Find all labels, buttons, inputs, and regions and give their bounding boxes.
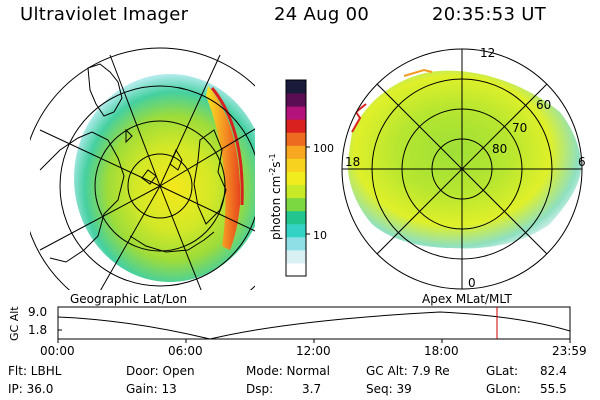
mode-info: Mode: Normal bbox=[246, 364, 330, 378]
colorbar-label: photon cm-2s-1 bbox=[268, 153, 283, 240]
colorbar-segment bbox=[286, 249, 306, 264]
gain-info: Gain: 13 bbox=[126, 382, 177, 396]
mlat-label-60: 60 bbox=[536, 98, 552, 112]
colorbar-segment bbox=[286, 184, 306, 199]
magnetic-caption: Apex MLat/MLT bbox=[422, 292, 512, 306]
coastline-greenland bbox=[87, 63, 123, 117]
dsp-label: Dsp: bbox=[246, 382, 274, 396]
colorbar-segment bbox=[286, 93, 306, 107]
door-info: Door: Open bbox=[126, 364, 195, 378]
colorbar-segment bbox=[286, 158, 306, 172]
dsp-value: 3.7 bbox=[302, 382, 322, 396]
altitude-plot bbox=[57, 306, 571, 343]
colorbar bbox=[285, 79, 310, 277]
colorbar-tick-100: 100 bbox=[313, 142, 334, 155]
filter-info: Flt: LBHL bbox=[8, 364, 62, 378]
coastline-islands bbox=[125, 128, 183, 185]
altitude-curve bbox=[57, 311, 571, 340]
magnetic-polar-plot bbox=[341, 48, 583, 290]
colorbar-frame bbox=[285, 79, 307, 277]
altitude-ytick-high: 9.0 bbox=[28, 305, 48, 319]
gc-alt-info: GC Alt: 7.9 Re bbox=[366, 364, 450, 378]
ip-info: IP: 36.0 bbox=[8, 382, 54, 396]
colorbar-segment bbox=[286, 210, 306, 225]
glon-value: 55.5 bbox=[540, 382, 567, 396]
colorbar-segment bbox=[286, 106, 306, 120]
xtick-1800: 18:00 bbox=[424, 344, 459, 358]
xtick-2359: 23:59 bbox=[552, 344, 587, 358]
observation-time: 20:35:53 UT bbox=[432, 4, 547, 25]
auroral-emission-right bbox=[347, 70, 582, 249]
mlat-label-70: 70 bbox=[512, 121, 528, 135]
glat-label: GLat: bbox=[486, 364, 519, 378]
mlat-label-80: 80 bbox=[492, 142, 508, 156]
colorbar-segment bbox=[286, 223, 306, 238]
colorbar-segment bbox=[286, 119, 306, 133]
altitude-ylabel: GC Alt bbox=[8, 306, 21, 341]
auroral-emission-left bbox=[74, 74, 255, 282]
dayside-limb-edge bbox=[210, 87, 244, 206]
mlt-label-12: 12 bbox=[480, 46, 496, 60]
colorbar-segment bbox=[286, 80, 306, 94]
geographic-map bbox=[30, 47, 255, 290]
glat-value: 82.4 bbox=[540, 364, 567, 378]
colorbar-segment bbox=[286, 197, 306, 212]
colorbar-segment bbox=[286, 236, 306, 251]
altitude-ytick-low: 1.8 bbox=[28, 323, 48, 337]
colorbar-segment bbox=[286, 262, 306, 277]
mlt-label-0: 0 bbox=[468, 276, 476, 290]
glon-label: GLon: bbox=[486, 382, 521, 396]
seq-info: Seq: 39 bbox=[366, 382, 412, 396]
geographic-caption: Geographic Lat/Lon bbox=[70, 292, 188, 306]
observation-date: 24 Aug 00 bbox=[274, 4, 370, 25]
mlt-label-6: 6 bbox=[578, 155, 586, 169]
dayside-limb-glow bbox=[206, 86, 241, 250]
coastline-canada bbox=[39, 131, 125, 263]
colorbar-segment bbox=[286, 171, 306, 186]
colorbar-tick-10: 10 bbox=[313, 229, 327, 242]
colorbar-segment bbox=[286, 145, 306, 159]
xtick-0000: 00:00 bbox=[40, 344, 75, 358]
xtick-1200: 12:00 bbox=[296, 344, 331, 358]
colorbar-segment bbox=[286, 132, 306, 146]
coastline-scandinavia bbox=[193, 129, 227, 225]
mlt-label-18: 18 bbox=[345, 155, 361, 169]
xtick-0600: 06:00 bbox=[168, 344, 203, 358]
instrument-title: Ultraviolet Imager bbox=[20, 4, 189, 25]
coastline-siberia bbox=[129, 231, 215, 253]
